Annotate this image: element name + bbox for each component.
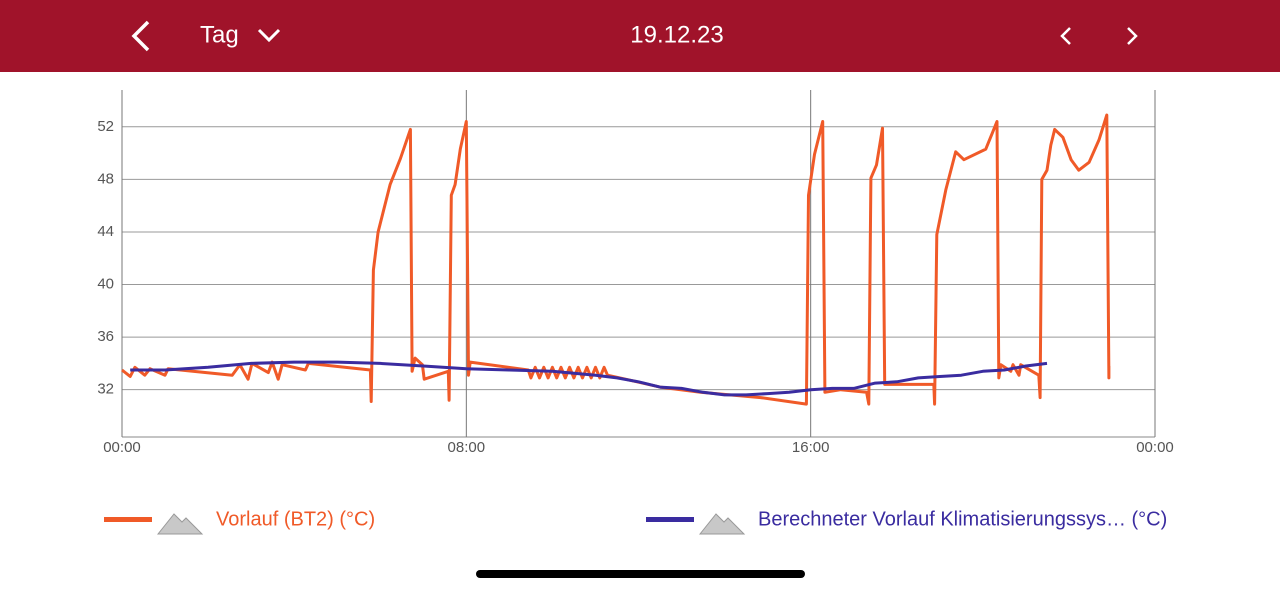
- x-tick-label: 08:00: [448, 439, 486, 456]
- period-dropdown[interactable]: [257, 28, 281, 43]
- x-tick-label: 16:00: [792, 439, 830, 456]
- next-button[interactable]: [1127, 27, 1138, 45]
- back-button[interactable]: [131, 20, 150, 52]
- home-indicator: [476, 570, 805, 578]
- legend-label[interactable]: Berechneter Vorlauf Klimatisierungssys… …: [758, 508, 1167, 530]
- y-tick-label: 44: [97, 223, 114, 240]
- series-line: [130, 360, 1048, 397]
- header-bar: [0, 0, 1280, 72]
- prev-button[interactable]: [1060, 27, 1071, 45]
- legend-area-icon[interactable]: [698, 513, 746, 535]
- series-line: [121, 113, 1111, 406]
- period-select[interactable]: Tag: [200, 21, 239, 48]
- legend-swatch[interactable]: [104, 517, 152, 522]
- y-tick-label: 32: [97, 381, 114, 398]
- y-tick-label: 52: [97, 118, 114, 135]
- legend-area-icon[interactable]: [156, 513, 204, 535]
- y-tick-label: 40: [97, 275, 114, 292]
- x-tick-label: 00:00: [1136, 439, 1174, 456]
- y-tick-label: 48: [97, 170, 114, 187]
- legend-label[interactable]: Vorlauf (BT2) (°C): [216, 508, 375, 530]
- y-tick-label: 36: [97, 328, 114, 345]
- date: 19.12.23: [630, 21, 723, 48]
- x-tick-label: 00:00: [103, 439, 141, 456]
- legend-swatch[interactable]: [646, 517, 694, 522]
